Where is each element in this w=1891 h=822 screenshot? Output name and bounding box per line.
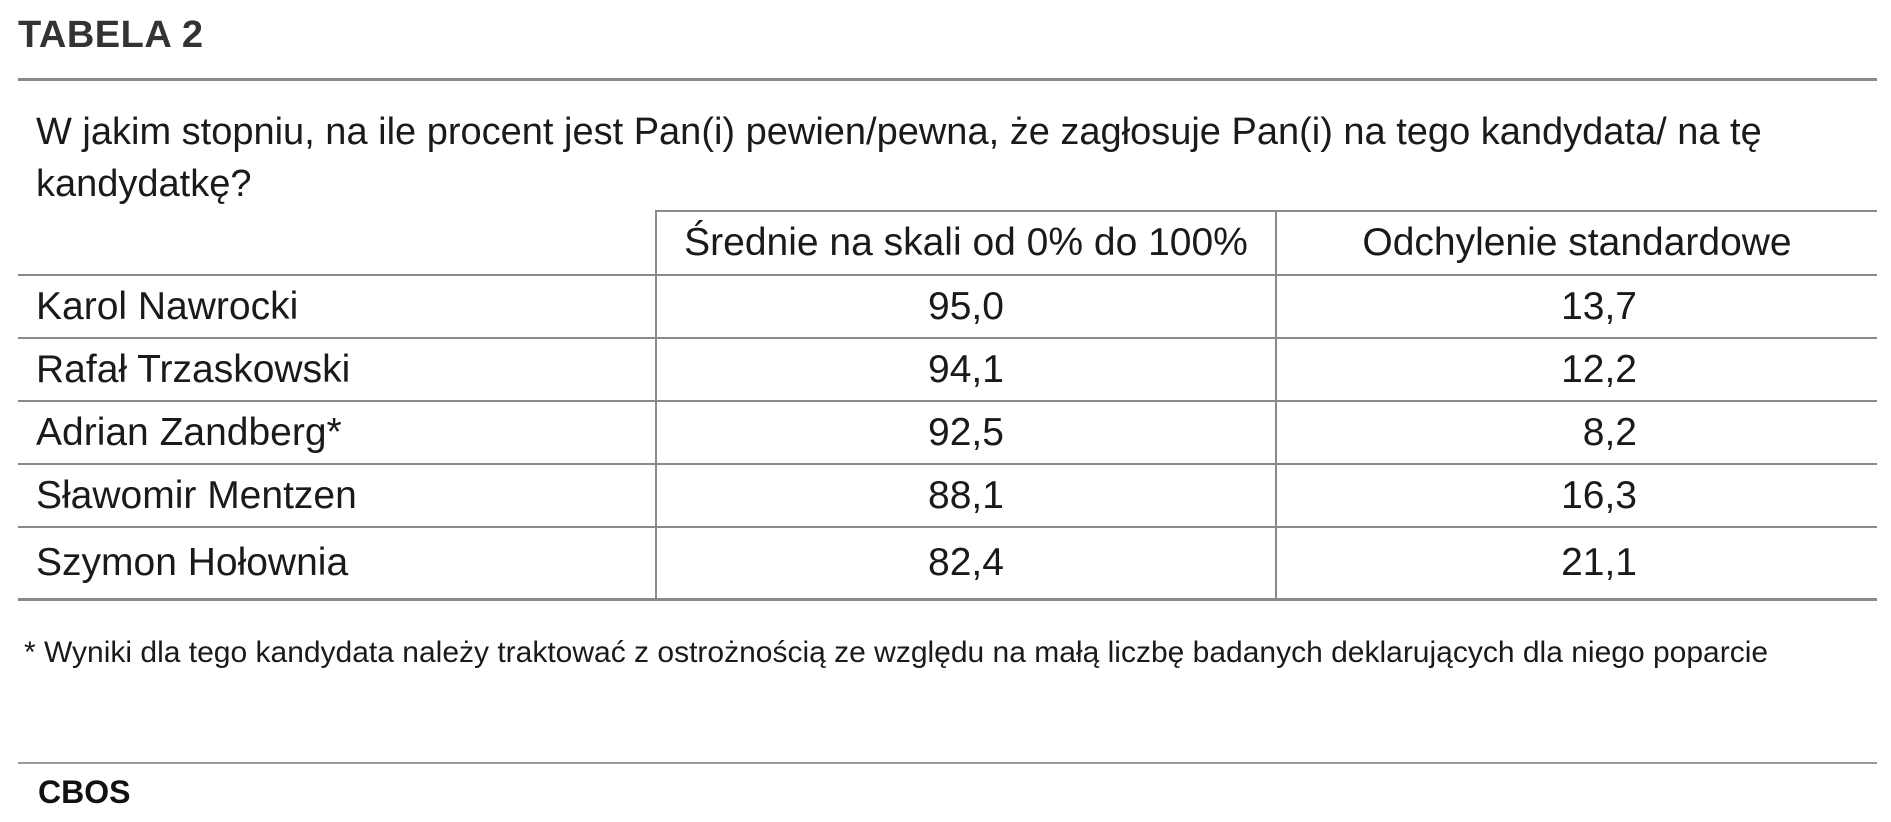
- stddev-value-cell: 8,2: [1275, 401, 1877, 465]
- mean-value-cell: 82,4: [655, 527, 1276, 601]
- row-label: Adrian Zandberg*: [18, 401, 656, 465]
- row-label: Szymon Hołownia: [18, 527, 656, 601]
- header-cell-name: [18, 211, 656, 276]
- stddev-value: 12,2: [1561, 347, 1637, 391]
- footnote: * Wyniki dla tego kandydata należy trakt…: [24, 636, 1769, 669]
- mean-value-cell: 94,1: [655, 338, 1276, 402]
- stddev-value: 21,1: [1561, 541, 1637, 584]
- table-row: Karol Nawrocki 95,0 13,7: [18, 275, 1877, 339]
- mean-value: 92,5: [928, 410, 1004, 454]
- table-row: Adrian Zandberg* 92,5 8,2: [18, 401, 1877, 465]
- mean-value-cell: 92,5: [655, 401, 1276, 465]
- table-label: TABELA 2: [18, 14, 204, 56]
- header-row: Średnie na skali od 0% do 100% Odchyleni…: [18, 210, 1877, 276]
- header-cell-mean: Średnie na skali od 0% do 100%: [655, 210, 1276, 276]
- stddev-value: 13,7: [1561, 284, 1637, 328]
- mean-value: 82,4: [928, 541, 1004, 584]
- source-label: CBOS: [38, 774, 131, 810]
- mean-value: 95,0: [928, 284, 1004, 328]
- table-row: Rafał Trzaskowski 94,1 12,2: [18, 338, 1877, 402]
- row-label: Karol Nawrocki: [18, 275, 656, 339]
- stddev-value-cell: 16,3: [1275, 464, 1877, 528]
- mean-value-cell: 95,0: [655, 275, 1276, 339]
- mean-value: 94,1: [928, 347, 1004, 391]
- top-rule: [18, 78, 1877, 81]
- mean-value: 88,1: [928, 473, 1004, 517]
- stddev-value: 16,3: [1561, 473, 1637, 517]
- question-text: W jakim stopniu, na ile procent jest Pan…: [36, 111, 1762, 205]
- header-cell-stddev: Odchylenie standardowe: [1275, 210, 1877, 276]
- stddev-value: 8,2: [1582, 410, 1637, 454]
- stddev-value-cell: 21,1: [1275, 527, 1877, 601]
- stddev-value-cell: 12,2: [1275, 338, 1877, 402]
- bottom-rule: [18, 762, 1877, 764]
- mean-value-cell: 88,1: [655, 464, 1276, 528]
- row-label: Rafał Trzaskowski: [18, 338, 656, 402]
- results-table: Średnie na skali od 0% do 100% Odchyleni…: [18, 210, 1877, 601]
- stddev-value-cell: 13,7: [1275, 275, 1877, 339]
- table-row: Sławomir Mentzen 88,1 16,3: [18, 464, 1877, 528]
- table-row: Szymon Hołownia 82,4 21,1: [18, 527, 1877, 601]
- row-label: Sławomir Mentzen: [18, 464, 656, 528]
